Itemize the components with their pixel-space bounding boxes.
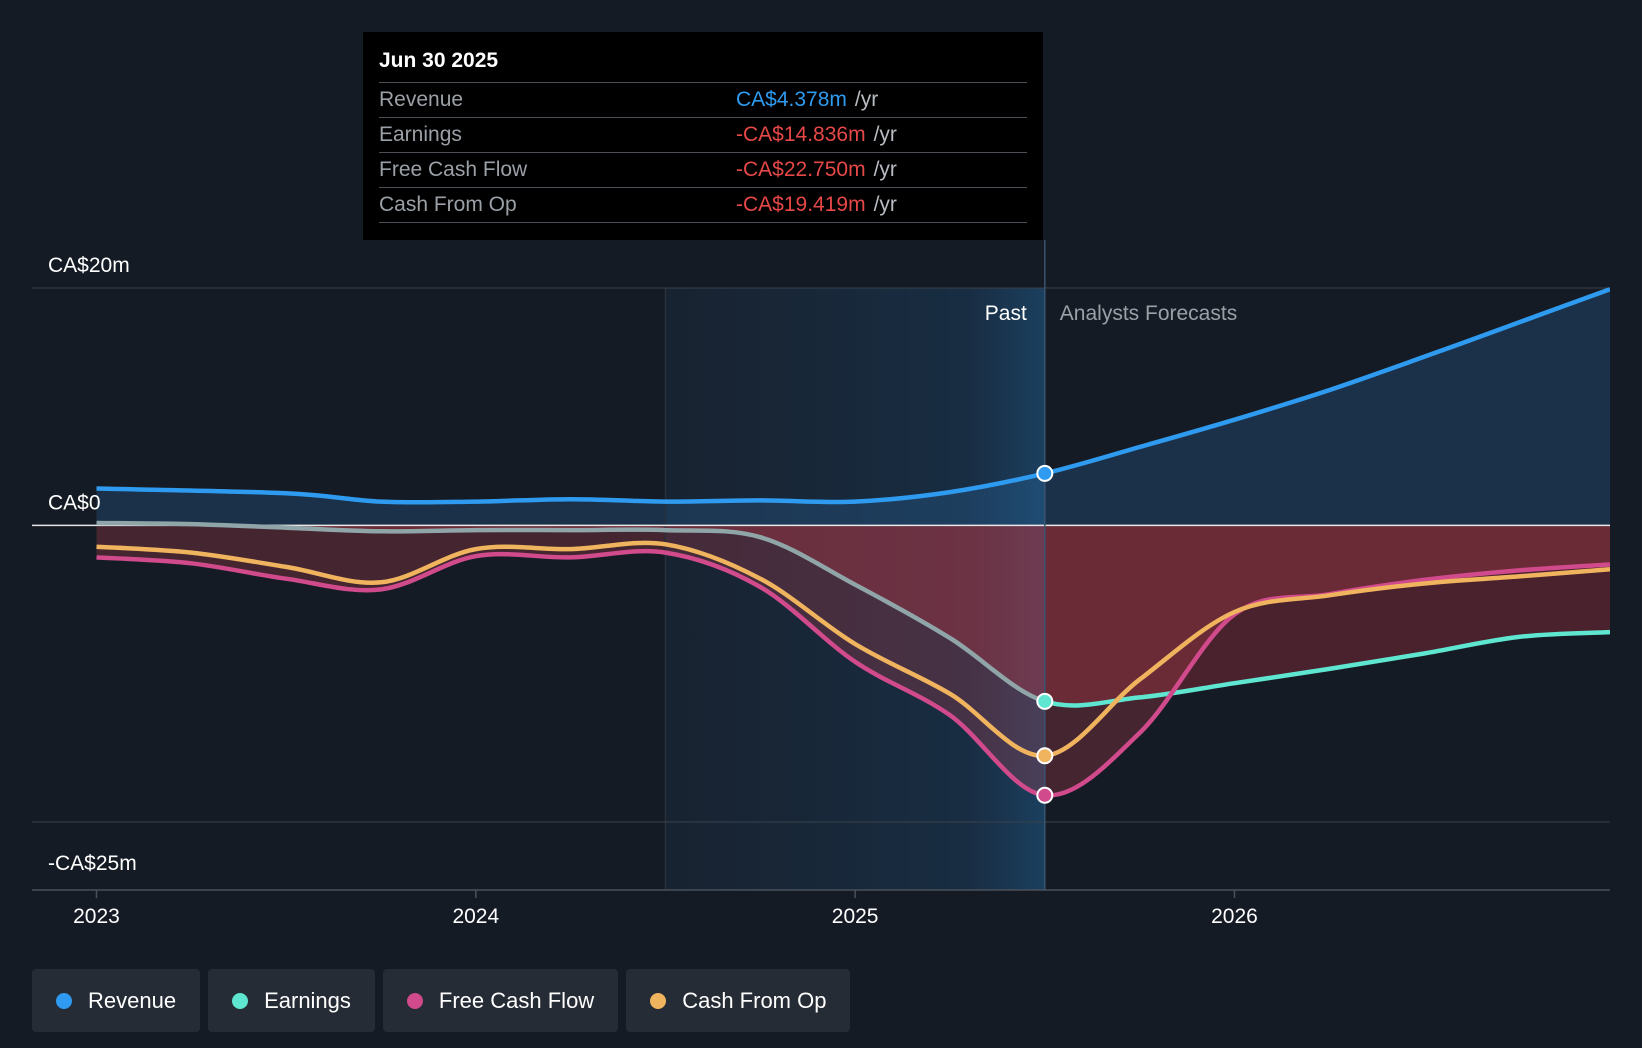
legend: Revenue Earnings Free Cash Flow Cash Fro… bbox=[32, 969, 851, 1032]
forecast-label: Analysts Forecasts bbox=[1060, 302, 1237, 325]
earnings-line-past bbox=[96, 520, 1045, 704]
tooltip-row-earnings: Earnings -CA$14.836m /yr bbox=[379, 117, 1027, 152]
cash-from-op-line bbox=[96, 540, 1610, 759]
x-tick-label: 2024 bbox=[452, 905, 499, 928]
cash-from-op-dot-icon bbox=[650, 992, 667, 1009]
legend-item-revenue[interactable]: Revenue bbox=[32, 969, 201, 1032]
past-region bbox=[665, 288, 1045, 890]
cash-from-op-marker[interactable] bbox=[1036, 747, 1054, 765]
revenue-area bbox=[96, 289, 1610, 526]
earnings-marker[interactable] bbox=[1036, 692, 1054, 710]
x-tick-label: 2023 bbox=[73, 905, 120, 928]
tooltip-label: Earnings bbox=[379, 123, 462, 146]
chart-area: Past Analysts Forecasts CA$20m CA$0 -CA$25… bbox=[32, 240, 1610, 928]
tooltip-row-revenue: Revenue CA$4.378m /yr bbox=[379, 82, 1027, 117]
tooltip-value: CA$4.378m bbox=[736, 88, 847, 111]
earnings-line-forecast bbox=[1044, 629, 1610, 708]
legend-label: Free Cash Flow bbox=[438, 987, 595, 1013]
x-tick-label: 2025 bbox=[832, 905, 879, 928]
revenue-marker[interactable] bbox=[1036, 464, 1054, 482]
legend-label: Revenue bbox=[88, 987, 177, 1013]
y-tick-label: CA$20m bbox=[48, 254, 130, 277]
y-tick-label: CA$0 bbox=[48, 491, 101, 514]
legend-label: Earnings bbox=[264, 987, 351, 1013]
legend-item-earnings[interactable]: Earnings bbox=[208, 969, 375, 1032]
legend-item-free-cash-flow[interactable]: Free Cash Flow bbox=[382, 969, 619, 1032]
past-label: Past bbox=[985, 302, 1027, 325]
tooltip-value: -CA$14.836m bbox=[736, 123, 866, 146]
tooltip-unit: /yr bbox=[873, 158, 897, 181]
tooltip-unit: /yr bbox=[873, 193, 897, 216]
x-tick-label: 2026 bbox=[1211, 905, 1258, 928]
tooltip-label: Free Cash Flow bbox=[379, 158, 528, 181]
legend-item-cash-from-op[interactable]: Cash From Op bbox=[626, 969, 851, 1032]
free-cash-flow-marker[interactable] bbox=[1036, 786, 1054, 804]
tooltip-row-fcf: Free Cash Flow -CA$22.750m /yr bbox=[379, 152, 1027, 187]
y-tick-label: -CA$25m bbox=[48, 852, 137, 875]
tooltip-label: Cash From Op bbox=[379, 193, 517, 216]
earnings-area bbox=[96, 523, 1610, 706]
tooltip-unit: /yr bbox=[854, 88, 879, 111]
tooltip: Jun 30 2025 Revenue CA$4.378m /yr Earnin… bbox=[363, 32, 1043, 240]
tooltip-row-cfo: Cash From Op -CA$19.419m /yr bbox=[379, 187, 1027, 223]
revenue-dot-icon bbox=[56, 992, 72, 1009]
tooltip-value: -CA$19.419m bbox=[736, 193, 866, 216]
revenue-line bbox=[96, 287, 1610, 505]
tooltip-value: -CA$22.750m bbox=[736, 158, 866, 181]
legend-label: Cash From Op bbox=[682, 987, 827, 1013]
tooltip-label: Revenue bbox=[379, 88, 464, 111]
free-cash-flow-dot-icon bbox=[406, 992, 423, 1009]
tooltip-unit: /yr bbox=[873, 123, 897, 146]
earnings-dot-icon bbox=[232, 992, 249, 1009]
tooltip-date: Jun 30 2025 bbox=[379, 49, 499, 72]
